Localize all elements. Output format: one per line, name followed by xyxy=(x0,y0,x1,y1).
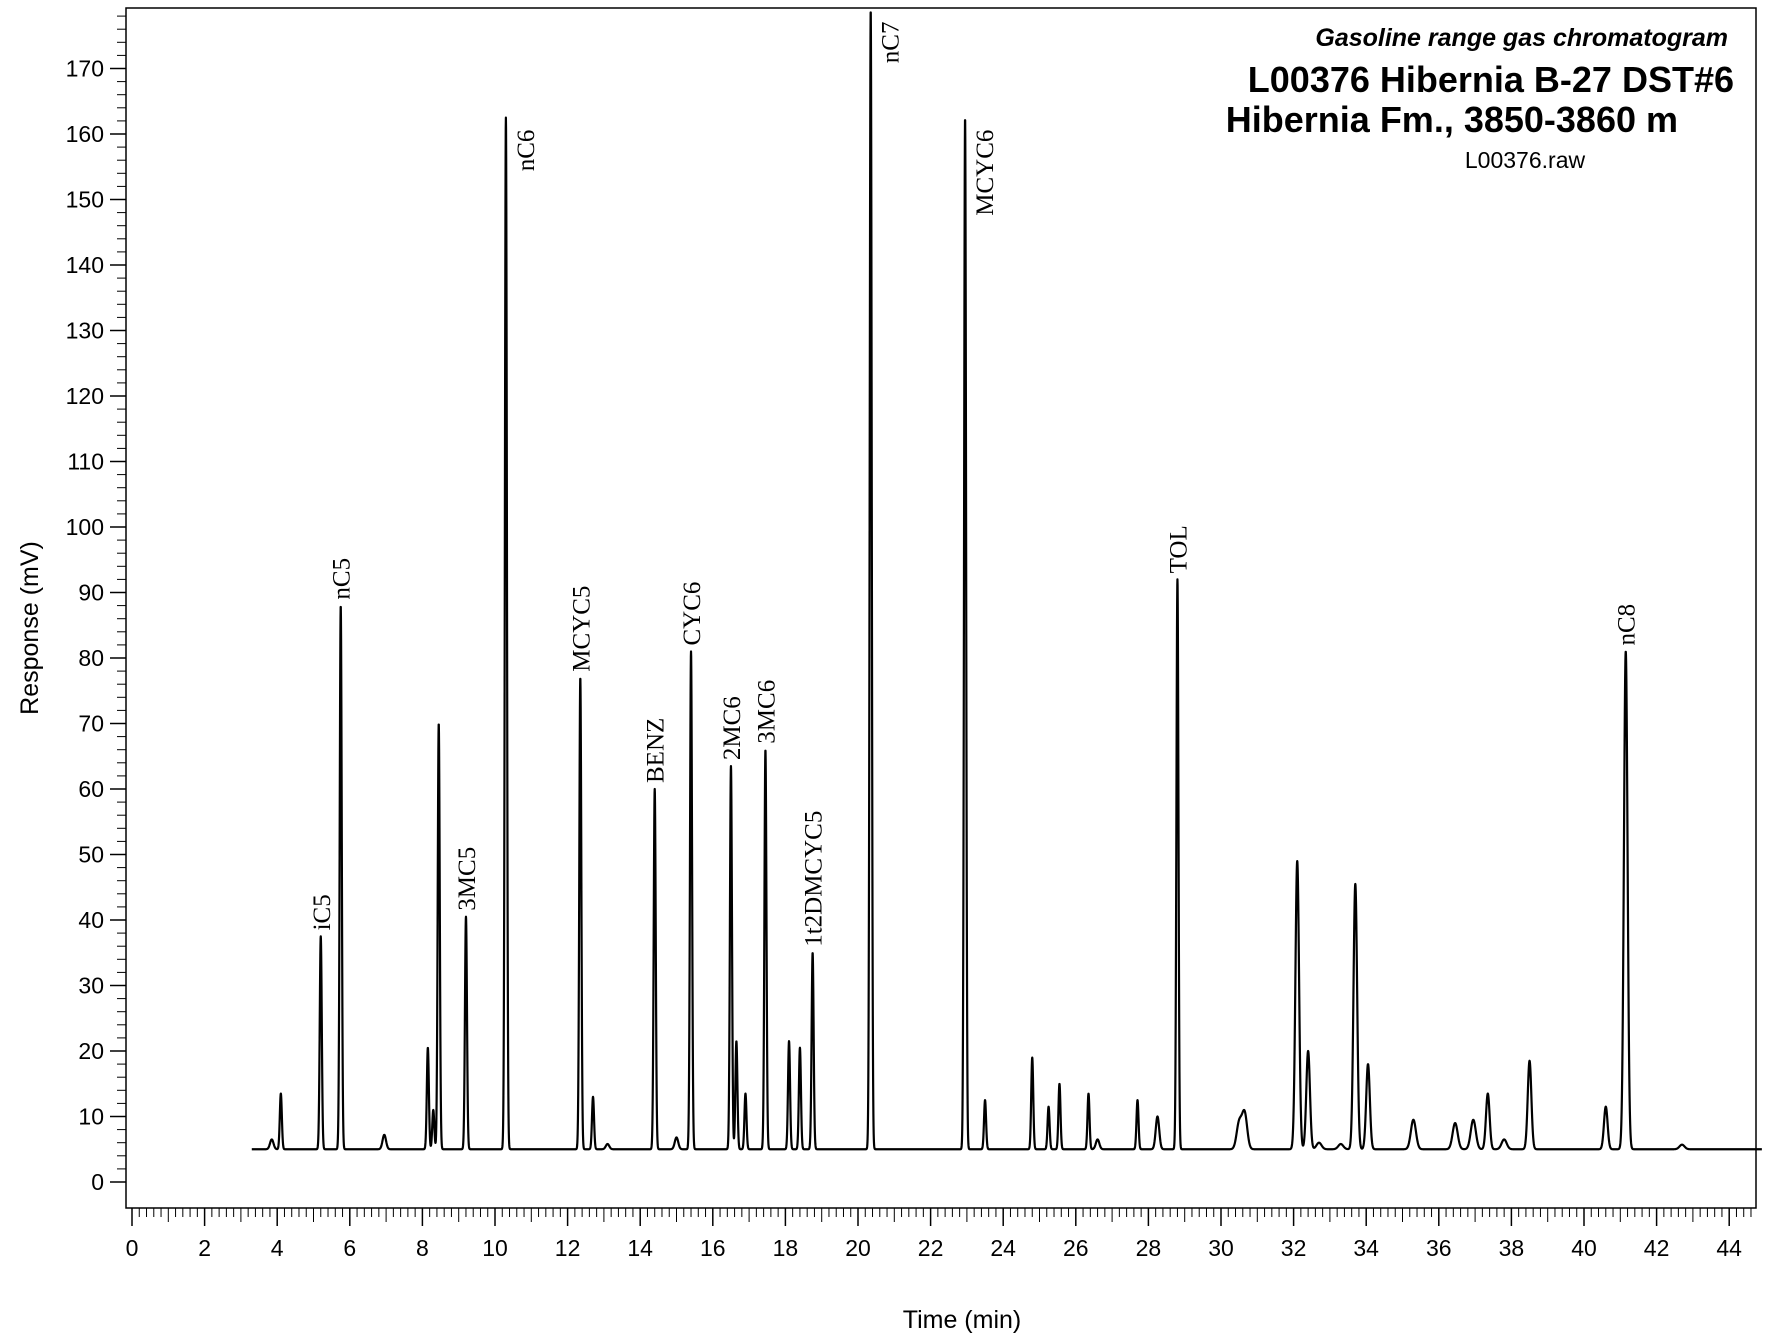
peak-label: 3MC6 xyxy=(753,680,780,744)
x-tick-label: 36 xyxy=(1426,1235,1452,1261)
peak-label: TOL xyxy=(1165,525,1192,573)
x-axis: 0 2 4 6 8 10 12 14 16 18 20 22 24 26 28 30 32 34 36 38 40 42 4… xyxy=(126,1208,1752,1261)
y-axis: 0 10 20 30 40 50 60 70 80 90 100 110 120 130 140 150 160… xyxy=(66,15,126,1195)
y-axis-title: Response (mV) xyxy=(16,541,44,715)
x-tick-label: 22 xyxy=(918,1235,944,1261)
y-tick-label: 60 xyxy=(78,776,104,802)
peak-label: nC6 xyxy=(513,130,540,172)
chart-subtitle-line-2: Hibernia Fm., 3850-3860 m xyxy=(1226,99,1678,140)
peak-label: MCYC6 xyxy=(972,130,999,216)
y-tick-label: 40 xyxy=(78,907,104,933)
peak-label: nC5 xyxy=(329,558,356,600)
y-tick-label: 70 xyxy=(78,711,104,737)
x-tick-label: 44 xyxy=(1716,1235,1742,1261)
peak-label: 2MC6 xyxy=(719,696,746,760)
y-tick-label: 90 xyxy=(78,580,104,606)
x-tick-label: 38 xyxy=(1499,1235,1525,1261)
y-tick-label: 150 xyxy=(66,187,104,213)
chart-subtitle-line-1: L00376 Hibernia B-27 DST#6 xyxy=(1248,59,1734,100)
y-tick-label: 30 xyxy=(78,973,104,999)
y-tick-label: 120 xyxy=(66,383,104,409)
x-tick-label: 40 xyxy=(1571,1235,1597,1261)
y-tick-label: 20 xyxy=(78,1038,104,1064)
x-tick-label: 26 xyxy=(1063,1235,1089,1261)
peak-label: 1t2DMCYC5 xyxy=(801,811,828,947)
y-tick-label: 10 xyxy=(78,1104,104,1130)
peak-label: iC5 xyxy=(309,894,336,930)
x-tick-label: 32 xyxy=(1281,1235,1307,1261)
file-label: L00376.raw xyxy=(1465,147,1586,173)
chart-title: Gasoline range gas chromatogram xyxy=(1315,24,1728,52)
y-tick-label: 0 xyxy=(91,1169,104,1195)
x-tick-label: 34 xyxy=(1353,1235,1379,1261)
y-tick-label: 160 xyxy=(66,121,104,147)
x-tick-label: 10 xyxy=(482,1235,508,1261)
y-tick-label: 140 xyxy=(66,252,104,278)
x-tick-label: 18 xyxy=(773,1235,799,1261)
chromatogram-trace xyxy=(250,11,1763,1151)
y-tick-label: 130 xyxy=(66,318,104,344)
x-tick-label: 30 xyxy=(1208,1235,1234,1261)
x-tick-label: 24 xyxy=(990,1235,1016,1261)
x-tick-label: 16 xyxy=(700,1235,726,1261)
y-tick-label: 110 xyxy=(67,449,104,475)
peak-label: MCYC5 xyxy=(568,586,595,672)
peak-label: BENZ xyxy=(643,718,670,783)
peak-labels: iC5 nC5 3MC5 nC6 MCYC5 BENZ CYC6 2MC6 3MC6 1t2DMC… xyxy=(309,22,1641,947)
x-tick-label: 8 xyxy=(416,1235,429,1261)
y-tick-label: 80 xyxy=(78,645,104,671)
x-tick-label: 6 xyxy=(343,1235,356,1261)
x-axis-title: Time (min) xyxy=(903,1306,1022,1334)
plot-frame xyxy=(125,7,1757,1209)
x-tick-label: 2 xyxy=(198,1235,211,1261)
x-tick-label: 14 xyxy=(627,1235,653,1261)
peak-label: nC7 xyxy=(878,22,905,64)
peak-label: CYC6 xyxy=(679,582,706,646)
peak-label: 3MC5 xyxy=(454,847,481,911)
y-tick-label: 50 xyxy=(78,842,104,868)
x-tick-label: 12 xyxy=(555,1235,581,1261)
x-tick-label: 20 xyxy=(845,1235,871,1261)
y-tick-label: 170 xyxy=(66,56,104,82)
x-tick-label: 28 xyxy=(1136,1235,1162,1261)
peak-label: nC8 xyxy=(1614,604,1641,646)
x-tick-label: 4 xyxy=(271,1235,284,1261)
y-tick-label: 100 xyxy=(66,514,104,540)
x-tick-label: 0 xyxy=(126,1235,139,1261)
x-tick-label: 42 xyxy=(1644,1235,1670,1261)
